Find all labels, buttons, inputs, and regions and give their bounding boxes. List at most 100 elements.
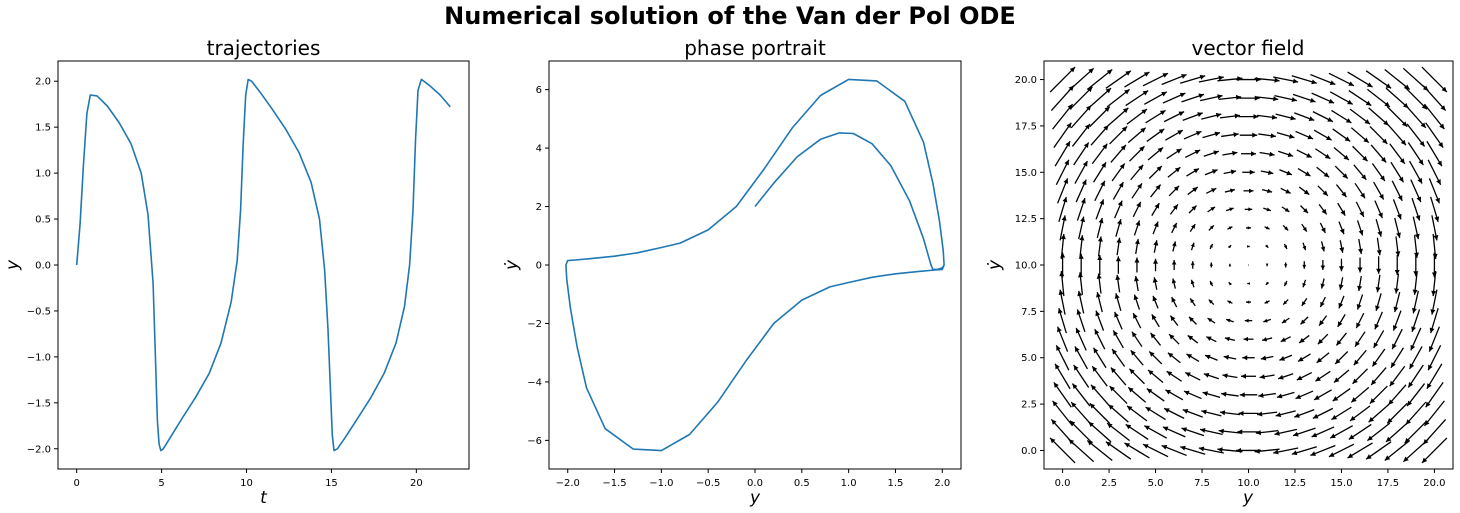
vector-arrow	[1171, 278, 1177, 289]
vector-arrow	[1152, 295, 1159, 309]
y-tick-label: −6	[527, 436, 542, 447]
vector-arrow	[1183, 130, 1202, 140]
x-tick-label: 0.5	[794, 478, 810, 489]
vector-arrow	[1228, 263, 1232, 267]
panel-title: vector field	[1192, 36, 1305, 60]
vector-arrow	[1280, 187, 1291, 194]
vector-arrow	[1387, 124, 1407, 146]
vector-arrow	[1172, 241, 1177, 252]
vector-arrow	[1354, 182, 1366, 199]
vector-arrow	[1204, 169, 1218, 176]
axes-frame	[548, 60, 962, 470]
vector-arrow	[1198, 75, 1224, 83]
vector-arrow	[1357, 257, 1363, 273]
vector-arrow	[1095, 310, 1105, 331]
vector-arrow	[1131, 182, 1143, 199]
vector-arrow	[1053, 381, 1072, 408]
vector-arrow	[1258, 392, 1276, 398]
vector-arrow	[1294, 112, 1315, 121]
vector-arrow	[1298, 334, 1310, 344]
vector-arrow	[1410, 327, 1422, 351]
vector-arrow	[1074, 160, 1088, 184]
vector-arrow	[1365, 441, 1392, 460]
vector-arrow	[1147, 146, 1164, 161]
vector-arrow	[1086, 69, 1113, 91]
vector-arrow	[1186, 167, 1200, 177]
vector-arrow	[1376, 256, 1382, 274]
vector-arrow	[1131, 331, 1143, 348]
vector-arrow	[1264, 226, 1270, 230]
vector-arrow	[1228, 281, 1232, 286]
x-tick-label: −1.5	[602, 478, 626, 489]
vector-arrow	[1295, 130, 1314, 140]
vector-arrow	[1124, 71, 1150, 88]
plot-area-phase-portrait	[565, 78, 945, 452]
vector-arrow	[1386, 402, 1408, 424]
vector-arrow	[1091, 143, 1108, 165]
vector-arrow	[1331, 406, 1352, 421]
vector-arrow	[1337, 202, 1346, 216]
vector-arrow	[1375, 218, 1383, 237]
vector-arrow	[1228, 244, 1232, 249]
vector-arrow	[1428, 326, 1441, 352]
vector-arrow	[1208, 224, 1215, 231]
vector-arrow	[1392, 199, 1402, 220]
vector-arrow	[1180, 445, 1206, 455]
vector-arrow	[1111, 163, 1126, 182]
vector-arrow	[1126, 108, 1148, 125]
vector-arrow	[1242, 169, 1255, 175]
vector-arrow	[1090, 124, 1110, 146]
vector-arrow	[1225, 318, 1234, 323]
vector-arrow	[1092, 347, 1107, 369]
vector-arrow	[1423, 103, 1445, 130]
vector-arrow	[1313, 129, 1332, 141]
vector-arrow	[1385, 421, 1409, 443]
vector-arrow	[1086, 439, 1113, 461]
vector-arrow	[1355, 312, 1365, 329]
vector-arrow	[1260, 355, 1274, 361]
vector-arrow	[1318, 315, 1328, 327]
vector-arrow	[1422, 418, 1447, 445]
vector-arrow	[1353, 349, 1367, 366]
vector-arrow	[1375, 274, 1381, 293]
vector-arrow	[1257, 114, 1278, 120]
vector-arrow	[1370, 367, 1387, 386]
vector-arrow	[1161, 444, 1187, 457]
vector-arrow	[1202, 131, 1221, 139]
x-tick-label: 7.5	[1194, 478, 1210, 489]
vector-arrow	[1114, 200, 1123, 219]
vector-arrow	[1106, 422, 1131, 442]
y-tick-label: 0.5	[35, 215, 51, 226]
y-tick-label: 4	[536, 144, 542, 155]
vector-arrow	[1146, 388, 1165, 402]
vector-arrow	[1241, 151, 1256, 157]
vector-arrow	[1384, 439, 1411, 461]
vector-arrow	[1389, 365, 1406, 387]
y-tick-label: −4	[527, 377, 542, 388]
vector-arrow	[1069, 420, 1093, 444]
vector-arrow	[1165, 129, 1184, 141]
vector-arrow	[1161, 73, 1187, 86]
vector-arrow	[1411, 197, 1421, 221]
vector-arrow	[1350, 127, 1370, 144]
vector-arrow	[1374, 200, 1383, 219]
vector-arrow	[1335, 332, 1347, 346]
vector-arrow	[1239, 392, 1258, 398]
vector-arrow	[1412, 272, 1418, 295]
vector-arrow	[1152, 277, 1158, 290]
y-axis-label: ẏ	[502, 259, 522, 271]
vector-arrow	[1143, 91, 1168, 105]
vector-arrow	[1261, 337, 1273, 342]
vector-arrow	[1276, 391, 1295, 399]
vector-arrow	[1071, 383, 1091, 407]
vector-arrow	[1319, 296, 1326, 308]
vector-arrow	[1317, 333, 1329, 345]
vector-arrow	[1096, 291, 1103, 313]
vector-arrow	[1291, 75, 1317, 85]
vector-arrow	[1391, 180, 1403, 202]
y-tick-label: 2.5	[1021, 400, 1037, 411]
vector-arrow	[1411, 290, 1419, 314]
vector-arrow	[1202, 391, 1221, 398]
vector-arrow	[1206, 187, 1217, 194]
vector-arrow	[1097, 236, 1103, 257]
